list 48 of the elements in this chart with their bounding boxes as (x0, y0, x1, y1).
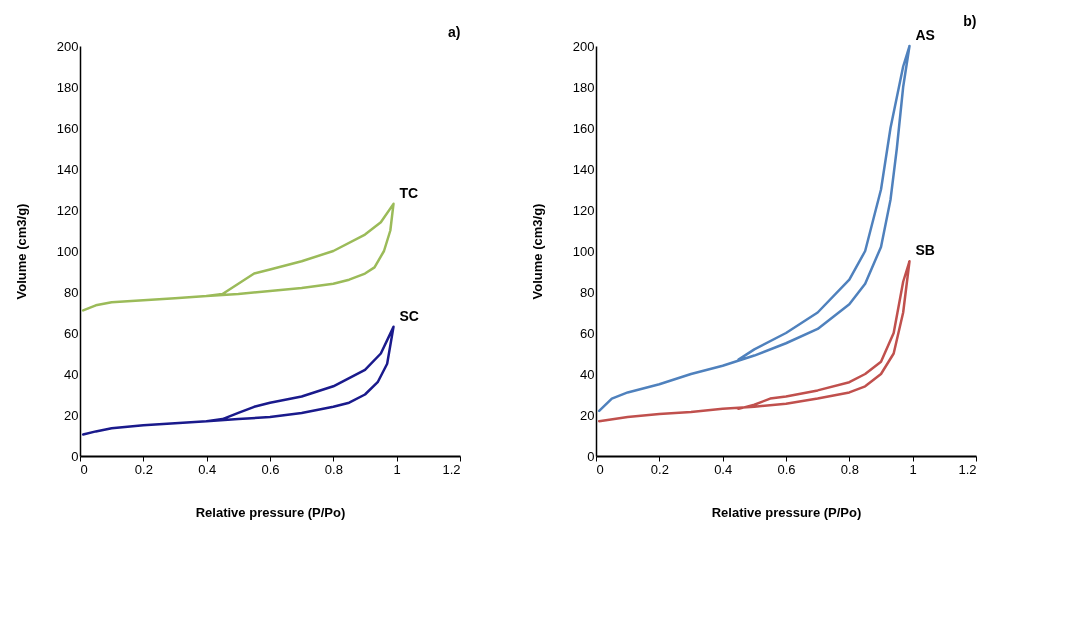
y-tick-label: 60 (580, 325, 595, 341)
y-tick-label: 100 (56, 243, 79, 259)
line-series (81, 325, 395, 436)
y-tick-label: 140 (56, 161, 79, 177)
y-tick-label: 20 (64, 407, 79, 423)
series-label: AS (915, 27, 935, 43)
y-tick-label: 120 (572, 202, 595, 218)
x-tick-label: 1 (909, 461, 917, 477)
x-tick-label: 0.6 (261, 461, 280, 477)
y-tick-label: 40 (64, 366, 79, 382)
y-tick-label: 40 (580, 366, 595, 382)
y-axis-title: Volume (cm3/g) (13, 203, 29, 300)
y-tick-label: 180 (56, 79, 79, 95)
line-series (81, 202, 395, 312)
x-axis-title: Relative pressure (P/Po) (195, 504, 346, 520)
x-tick-label: 0.8 (840, 461, 859, 477)
y-tick-label: 0 (71, 448, 79, 464)
x-tick-label: 1.2 (442, 461, 461, 477)
line-series (597, 44, 911, 413)
x-tick-label: 0.4 (714, 461, 733, 477)
y-tick-label: 120 (56, 202, 79, 218)
y-tick-label: 160 (572, 120, 595, 136)
x-tick-label: 1 (393, 461, 401, 477)
series-label: TC (399, 184, 419, 201)
y-tick-label: 180 (572, 79, 595, 95)
line-series (597, 260, 911, 423)
y-axis-title: Volume (cm3/g) (529, 203, 545, 300)
text: a) (448, 24, 461, 40)
y-tick-label: 200 (56, 38, 79, 54)
series-label: SB (915, 242, 935, 259)
text: b) (963, 13, 977, 29)
x-tick-label: 0.4 (198, 461, 217, 477)
y-tick-label: 60 (64, 325, 79, 341)
x-tick-label: 0.6 (777, 461, 796, 477)
y-tick-label: 160 (56, 120, 79, 136)
x-tick-label: 1.2 (958, 461, 977, 477)
x-tick-label: 0.8 (324, 461, 343, 477)
y-tick-label: 100 (572, 243, 595, 259)
y-tick-label: 0 (587, 448, 595, 464)
y-tick-label: 80 (580, 284, 595, 300)
y-tick-label: 140 (572, 161, 595, 177)
y-tick-label: 200 (572, 38, 595, 54)
series-label: SC (399, 307, 419, 324)
x-tick-label: 0.2 (650, 461, 669, 477)
y-tick-label: 20 (580, 407, 595, 423)
x-axis-title: Relative pressure (P/Po) (711, 504, 862, 520)
x-tick-label: 0.2 (134, 461, 153, 477)
y-tick-label: 80 (64, 284, 79, 300)
